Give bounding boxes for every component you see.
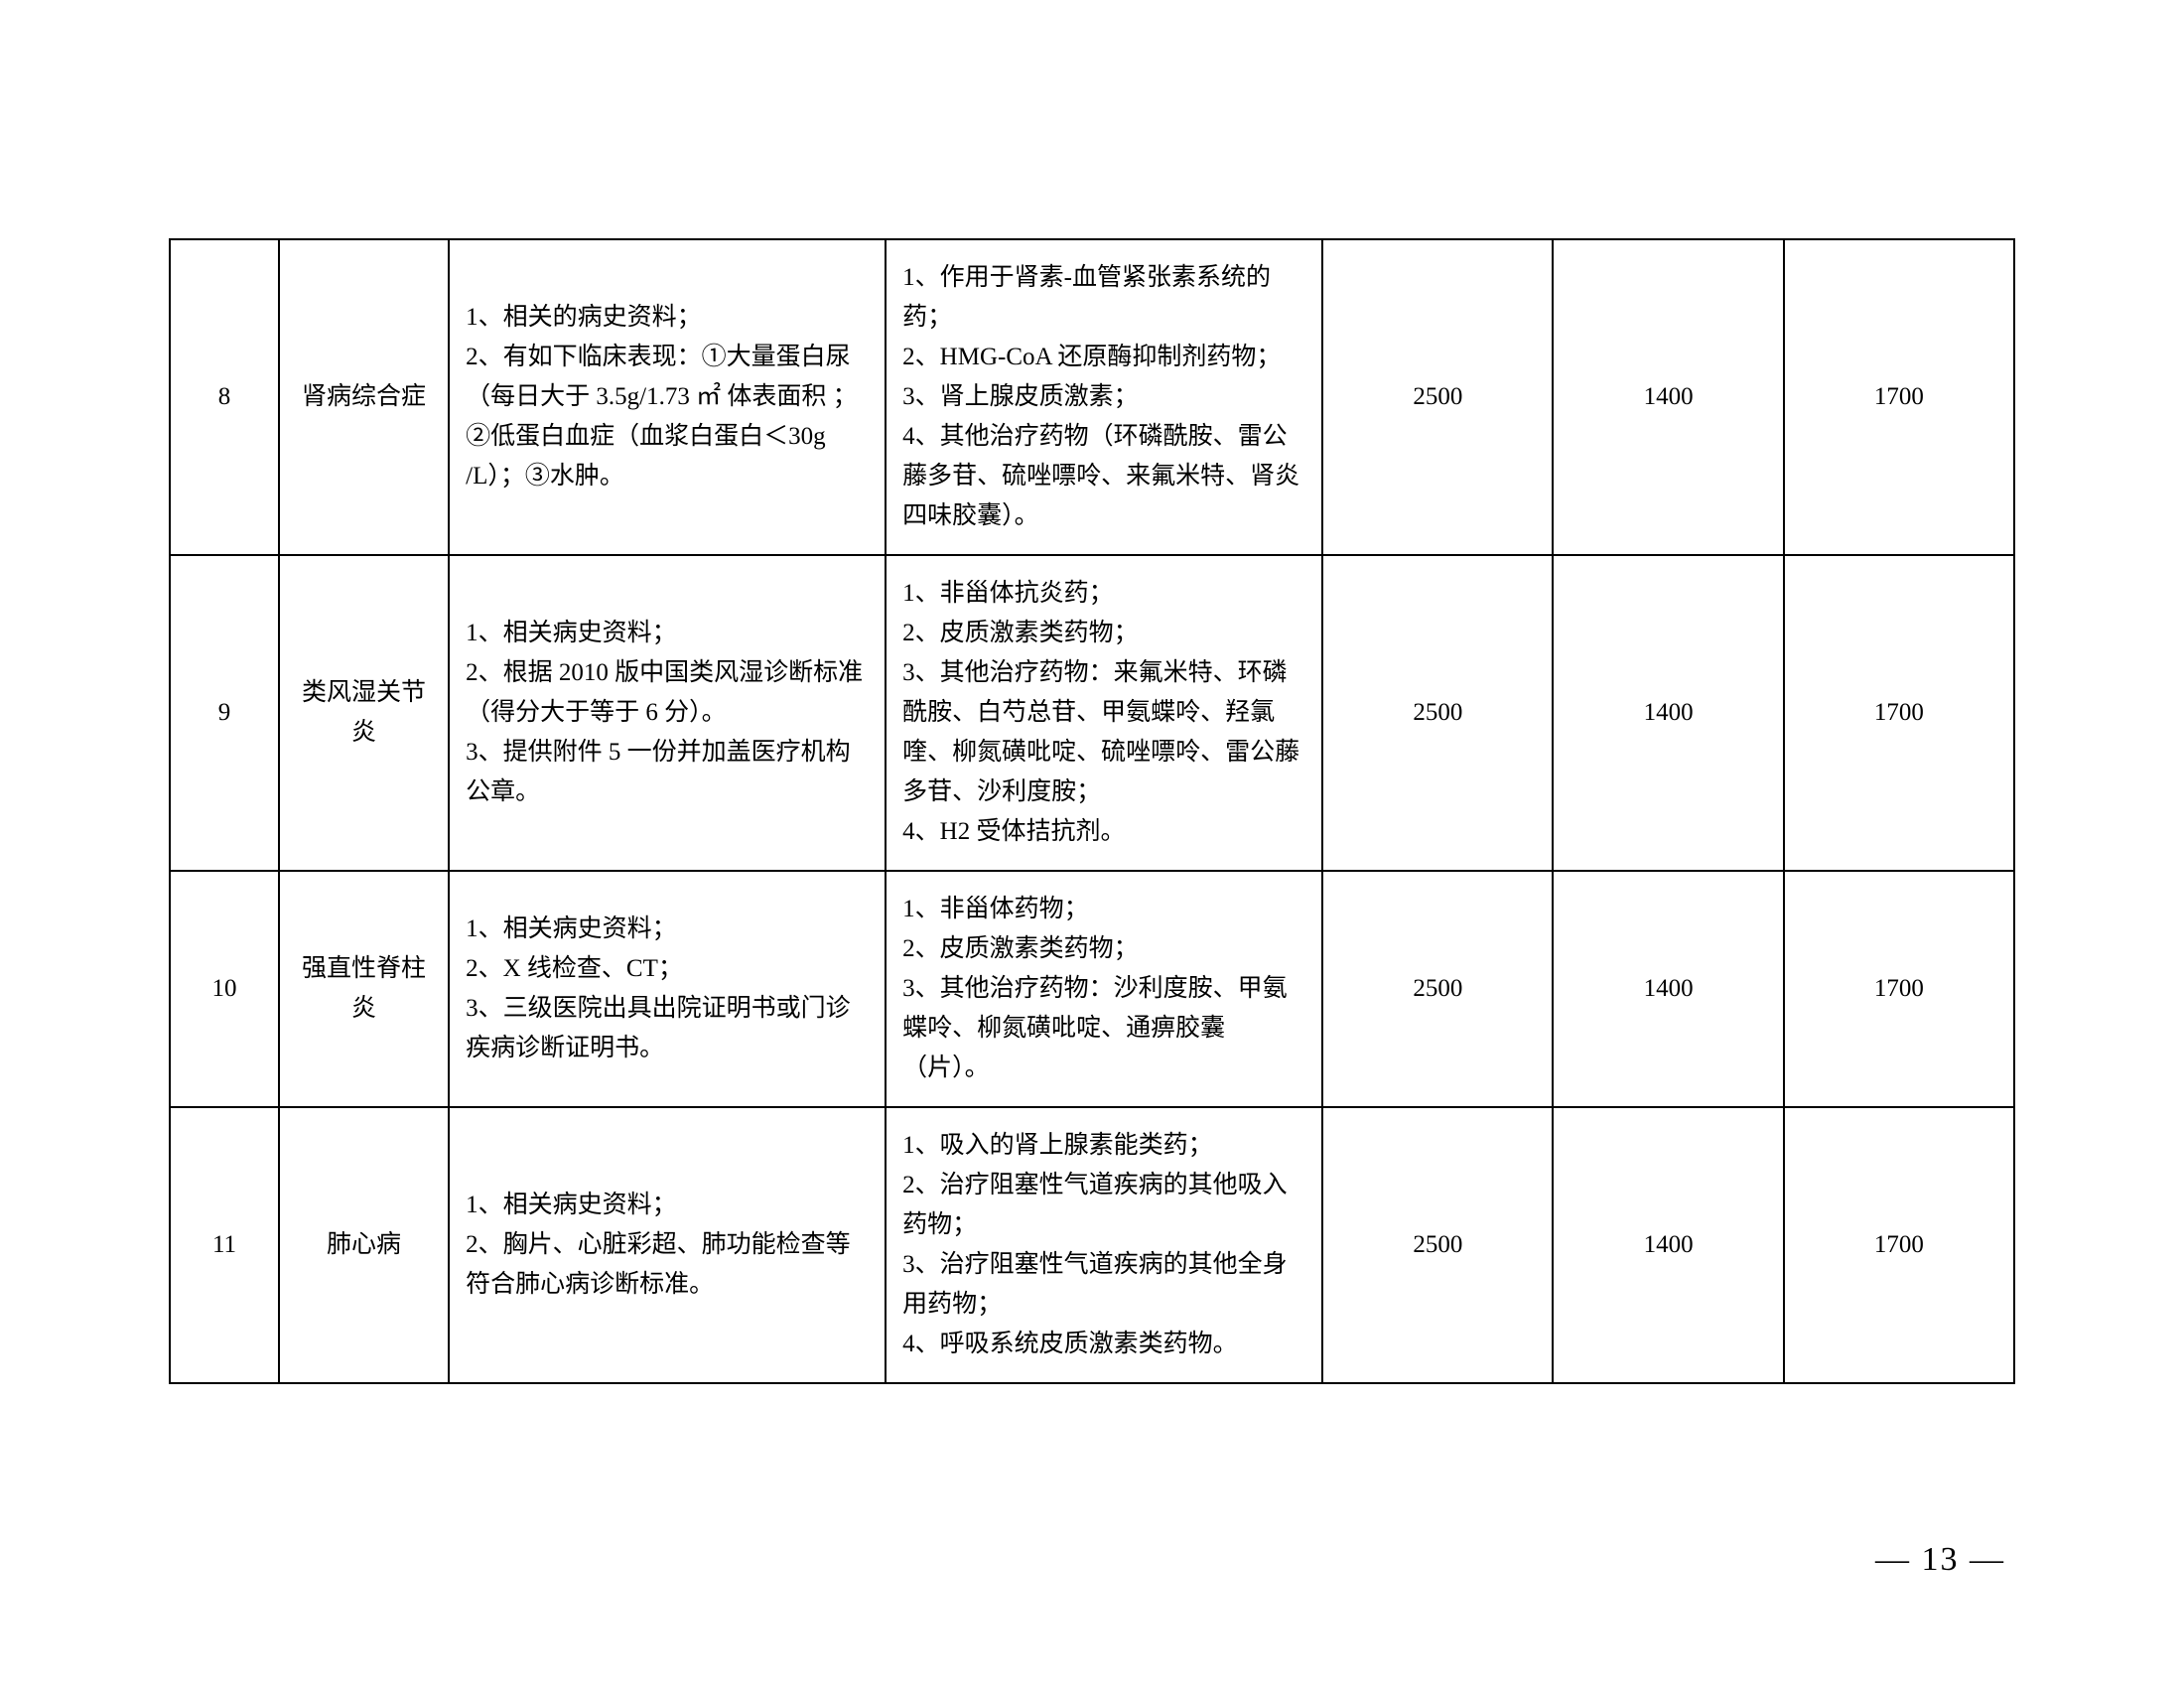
page-number: — 13 — [1875, 1541, 2005, 1579]
cell-val3: 1700 [1784, 555, 2014, 871]
table-row: 10强直性脊柱炎1、相关病史资料； 2、X 线检查、CT； 3、三级医院出具出院… [170, 871, 2014, 1107]
table-row: 8肾病综合症1、相关的病史资料； 2、有如下临床表现：①大量蛋白尿（每日大于 3… [170, 239, 2014, 555]
cell-meds: 1、非甾体抗炎药； 2、皮质激素类药物； 3、其他治疗药物：来氟米特、环磷酰胺、… [886, 555, 1322, 871]
cell-meds: 1、非甾体药物； 2、皮质激素类药物； 3、其他治疗药物：沙利度胺、甲氨蝶呤、柳… [886, 871, 1322, 1107]
cell-val3: 1700 [1784, 239, 2014, 555]
cell-val1: 2500 [1322, 871, 1553, 1107]
table-body: 8肾病综合症1、相关的病史资料； 2、有如下临床表现：①大量蛋白尿（每日大于 3… [170, 239, 2014, 1383]
cell-val2: 1400 [1553, 555, 1783, 871]
page-content: 8肾病综合症1、相关的病史资料； 2、有如下临床表现：①大量蛋白尿（每日大于 3… [0, 0, 2184, 1503]
cell-meds: 1、作用于肾素-血管紧张素系统的药； 2、HMG-CoA 还原酶抑制剂药物； 3… [886, 239, 1322, 555]
cell-meds: 1、吸入的肾上腺素能类药； 2、治疗阻塞性气道疾病的其他吸入药物； 3、治疗阻塞… [886, 1107, 1322, 1383]
cell-name: 肺心病 [279, 1107, 449, 1383]
table-row: 9类风湿关节炎1、相关病史资料； 2、根据 2010 版中国类风湿诊断标准（得分… [170, 555, 2014, 871]
cell-num: 8 [170, 239, 279, 555]
cell-name: 类风湿关节炎 [279, 555, 449, 871]
cell-num: 10 [170, 871, 279, 1107]
cell-val2: 1400 [1553, 871, 1783, 1107]
cell-num: 9 [170, 555, 279, 871]
cell-val1: 2500 [1322, 239, 1553, 555]
cell-val3: 1700 [1784, 1107, 2014, 1383]
cell-val3: 1700 [1784, 871, 2014, 1107]
cell-criteria: 1、相关的病史资料； 2、有如下临床表现：①大量蛋白尿（每日大于 3.5g/1.… [449, 239, 886, 555]
cell-criteria: 1、相关病史资料； 2、根据 2010 版中国类风湿诊断标准（得分大于等于 6 … [449, 555, 886, 871]
cell-name: 肾病综合症 [279, 239, 449, 555]
cell-val1: 2500 [1322, 555, 1553, 871]
cell-name: 强直性脊柱炎 [279, 871, 449, 1107]
cell-val2: 1400 [1553, 1107, 1783, 1383]
cell-criteria: 1、相关病史资料； 2、X 线检查、CT； 3、三级医院出具出院证明书或门诊疾病… [449, 871, 886, 1107]
cell-num: 11 [170, 1107, 279, 1383]
cell-val2: 1400 [1553, 239, 1783, 555]
cell-val1: 2500 [1322, 1107, 1553, 1383]
cell-criteria: 1、相关病史资料； 2、胸片、心脏彩超、肺功能检查等符合肺心病诊断标准。 [449, 1107, 886, 1383]
medical-table: 8肾病综合症1、相关的病史资料； 2、有如下临床表现：①大量蛋白尿（每日大于 3… [169, 238, 2015, 1384]
table-row: 11肺心病1、相关病史资料； 2、胸片、心脏彩超、肺功能检查等符合肺心病诊断标准… [170, 1107, 2014, 1383]
